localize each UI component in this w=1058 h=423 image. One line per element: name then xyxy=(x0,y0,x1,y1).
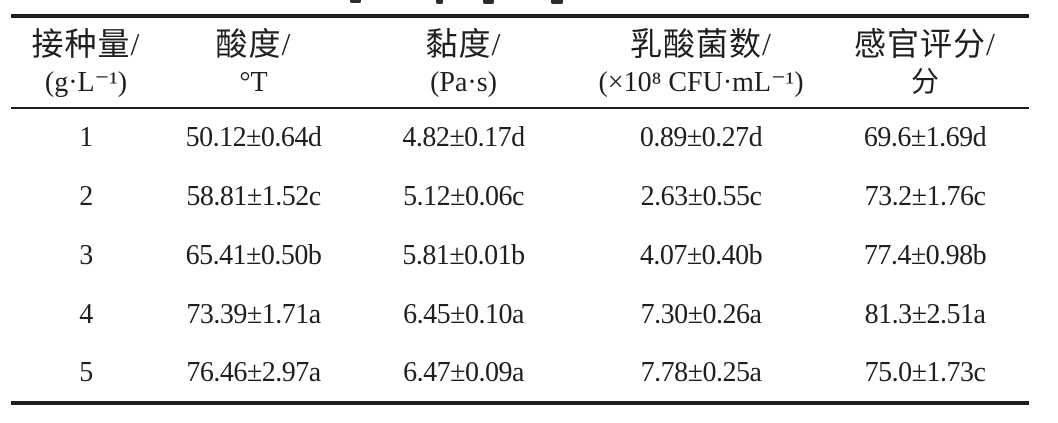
cell-sensory-score: 81.3±2.51a xyxy=(864,298,986,330)
column-header-lab-count: 乳酸菌数/ (×10⁸ CFU·mL⁻¹) xyxy=(581,16,821,108)
table-row: 2 58.81±1.52c 5.12±0.06c 2.63±0.55c 73.2… xyxy=(11,167,1029,226)
cell-sensory-score: 75.0±1.73c xyxy=(864,356,986,388)
column-header-sensory-score: 感官评分/ 分 xyxy=(821,16,1029,108)
header-title: 接种量/ xyxy=(31,25,141,62)
cell-inoculation: 1 xyxy=(79,122,93,153)
header-title: 黏度/ xyxy=(425,25,502,62)
header-row: 接种量/ (g·L⁻¹) 酸度/ °T 黏度/ (Pa·s) 乳酸菌数/ (×1… xyxy=(11,16,1029,108)
cell-sensory-score: 77.4±0.98b xyxy=(863,239,987,271)
column-header-acidity: 酸度/ °T xyxy=(161,16,346,108)
cell-viscosity: 4.82±0.17d xyxy=(402,122,525,153)
header-unit: (Pa·s) xyxy=(430,66,497,98)
cell-viscosity: 6.47±0.09a xyxy=(403,356,524,388)
header-title: 乳酸菌数/ xyxy=(630,25,772,62)
data-table: 接种量/ (g·L⁻¹) 酸度/ °T 黏度/ (Pa·s) 乳酸菌数/ (×1… xyxy=(11,14,1029,405)
column-header-viscosity: 黏度/ (Pa·s) xyxy=(346,16,581,108)
table-row: 3 65.41±0.50b 5.81±0.01b 4.07±0.40b 77.4… xyxy=(11,226,1029,285)
header-unit: 分 xyxy=(910,66,939,98)
table-header: 接种量/ (g·L⁻¹) 酸度/ °T 黏度/ (Pa·s) 乳酸菌数/ (×1… xyxy=(11,16,1029,108)
header-unit: °T xyxy=(239,66,268,98)
table-row: 4 73.39±1.71a 6.45±0.10a 7.30±0.26a 81.3… xyxy=(11,285,1029,344)
header-unit: (g·L⁻¹) xyxy=(44,66,128,98)
header-title: 感官评分/ xyxy=(854,25,996,62)
cell-acidity: 50.12±0.64d xyxy=(185,122,322,153)
cell-acidity: 76.46±2.97a xyxy=(186,356,321,388)
table-body: 1 50.12±0.64d 4.82±0.17d 0.89±0.27d 69.6… xyxy=(11,108,1029,403)
cell-acidity: 58.81±1.52c xyxy=(186,180,321,212)
column-header-inoculation: 接种量/ (g·L⁻¹) xyxy=(11,16,161,108)
table-row: 1 50.12±0.64d 4.82±0.17d 0.89±0.27d 69.6… xyxy=(11,108,1029,167)
cell-sensory-score: 73.2±1.76c xyxy=(864,180,986,212)
cell-acidity: 65.41±0.50b xyxy=(185,239,322,271)
cell-inoculation: 3 xyxy=(79,239,93,271)
cell-viscosity: 6.45±0.10a xyxy=(403,298,524,330)
cropped-text-fragment xyxy=(350,0,361,3)
cell-viscosity: 5.12±0.06c xyxy=(403,180,524,212)
table-row: 5 76.46±2.97a 6.47±0.09a 7.78±0.25a 75.0… xyxy=(11,344,1029,403)
header-unit: (×10⁸ CFU·mL⁻¹) xyxy=(598,66,804,98)
cell-lab-count: 0.89±0.27d xyxy=(639,122,763,153)
cell-lab-count: 2.63±0.55c xyxy=(640,180,762,212)
cell-inoculation: 4 xyxy=(79,298,93,330)
cropped-text-fragment xyxy=(483,0,494,4)
cell-acidity: 73.39±1.71a xyxy=(186,298,321,330)
cell-inoculation: 2 xyxy=(79,180,93,212)
cropped-text-fragment xyxy=(551,0,563,4)
cell-lab-count: 7.78±0.25a xyxy=(640,356,762,388)
cell-viscosity: 5.81±0.01b xyxy=(402,239,525,271)
cell-inoculation: 5 xyxy=(79,356,93,388)
cell-lab-count: 7.30±0.26a xyxy=(640,298,762,330)
cell-sensory-score: 69.6±1.69d xyxy=(863,122,987,153)
header-title: 酸度/ xyxy=(215,25,292,62)
cell-lab-count: 4.07±0.40b xyxy=(639,239,763,271)
cropped-text-fragment xyxy=(436,0,443,4)
